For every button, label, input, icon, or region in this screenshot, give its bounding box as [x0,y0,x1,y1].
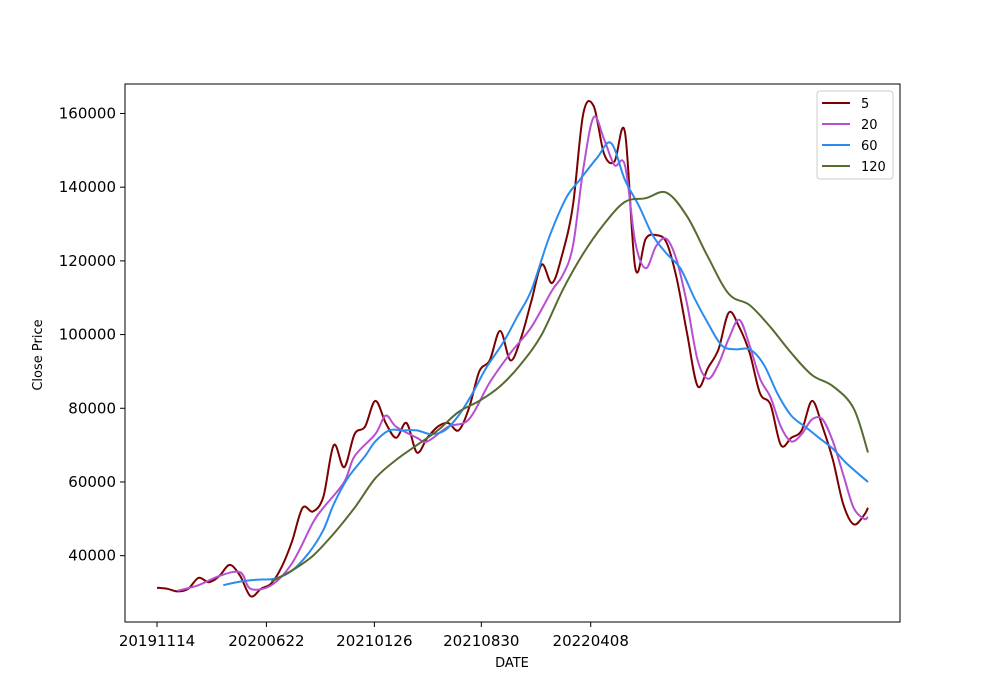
x-tick-label: 20210126 [336,632,412,650]
legend-label-120: 120 [861,160,886,175]
x-axis: 20191114 20200622 20210126 20210830 20220408 [119,622,629,650]
y-tick-label: 100000 [59,326,116,344]
y-tick-label: 140000 [59,178,116,196]
plot-area [124,83,901,623]
y-tick-label: 120000 [59,252,116,270]
x-tick-label: 20191114 [119,632,195,650]
series-lines [156,100,869,598]
legend-frame [816,90,894,180]
series-line-60 [223,141,869,587]
x-tick-label: 20220408 [553,632,629,650]
legend-label-60: 60 [861,139,878,154]
y-axis: 40000 60000 80000 100000 120000 140000 160000 [59,104,125,565]
y-tick-label: 80000 [68,399,116,417]
y-tick-label: 60000 [68,473,116,491]
legend-label-5: 5 [861,97,869,112]
x-tick-label: 20200622 [228,632,304,650]
series-line-5 [156,100,869,598]
y-tick-label: 160000 [59,104,116,122]
y-tick-label: 40000 [68,547,116,565]
legend-label-20: 20 [861,118,878,133]
x-tick-label: 20210830 [443,632,519,650]
series-line-20 [177,115,869,592]
series-line-120 [270,190,869,583]
y-axis-title: Close Price [31,319,46,390]
x-axis-title: DATE [495,656,529,671]
legend: 5 20 60 120 [816,90,894,180]
